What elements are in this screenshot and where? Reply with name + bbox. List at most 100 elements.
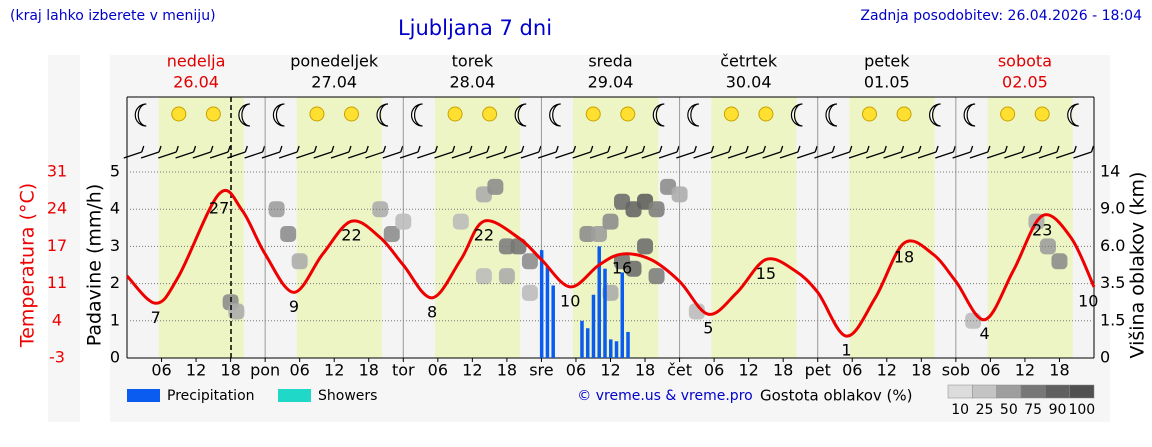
- wind-barb: [848, 151, 868, 159]
- wind-barb-tick: [365, 145, 369, 153]
- wind-barb: [348, 151, 367, 159]
- sun-icon: [343, 106, 359, 122]
- sun-icon: [447, 106, 463, 122]
- wind-barb-tick: [1090, 145, 1095, 153]
- x-tick-label: 18: [635, 361, 655, 380]
- precipitation-bar: [585, 328, 590, 358]
- wind-barb: [175, 151, 194, 159]
- wind-barb: [969, 151, 989, 159]
- cloud-cell: [228, 303, 245, 320]
- cloud-legend-label: 90: [1049, 402, 1067, 418]
- cloud-cell: [637, 238, 654, 255]
- wind-barb: [1056, 151, 1075, 159]
- cloud-cell: [648, 201, 665, 218]
- day-date: 29.04: [588, 73, 634, 92]
- wind-barb-tick: [486, 145, 490, 153]
- wind-barb: [503, 151, 522, 159]
- x-tick-label: 06: [428, 361, 448, 380]
- wind-barb: [1073, 151, 1092, 159]
- x-tick-label: 12: [324, 361, 344, 380]
- wind-barb-tick: [987, 145, 991, 153]
- cloud-tick-label: 3.5: [1100, 273, 1125, 292]
- temperature-line: [125, 188, 1096, 338]
- x-tick-label: 12: [738, 361, 758, 380]
- wind-barb: [1004, 151, 1023, 159]
- cloud-cell: [590, 226, 607, 242]
- temperature-label: 22: [474, 226, 494, 245]
- cloud-legend-label: 50: [1000, 402, 1018, 418]
- sun-icon: [585, 106, 601, 122]
- wind-barb: [261, 151, 281, 159]
- precipitation-bar: [551, 285, 555, 358]
- cloud-cell: [268, 201, 285, 218]
- cloud-cell: [280, 226, 297, 242]
- sun-icon: [896, 106, 912, 122]
- day-date: 28.04: [449, 73, 495, 92]
- wind-barb: [917, 151, 937, 159]
- temperature-tick-label: 17: [47, 236, 67, 255]
- wind-barb-tick: [762, 145, 767, 153]
- wind-barb: [745, 151, 764, 159]
- cloud-cell: [648, 268, 665, 285]
- day-date: 27.04: [311, 73, 357, 92]
- day-name: sobota: [998, 52, 1052, 71]
- temperature-label: 5: [703, 319, 713, 338]
- moon-icon: [1067, 103, 1079, 127]
- x-tick-label: 06: [842, 361, 862, 380]
- wind-barb-tick: [503, 145, 507, 153]
- day-date: 02.05: [1002, 73, 1048, 92]
- wind-barb-tick: [693, 145, 697, 153]
- wind-barb: [762, 151, 781, 159]
- x-tick-label: tor: [392, 361, 415, 380]
- wind-barb: [572, 151, 591, 159]
- wind-barb-tick: [555, 145, 559, 153]
- temperature-label: 9: [289, 297, 299, 316]
- day-name: petek: [864, 52, 910, 71]
- wind-barb-tick: [831, 145, 836, 153]
- moon-icon: [790, 103, 803, 127]
- x-tick-label: sob: [942, 361, 970, 380]
- legend-label: Precipitation: [167, 388, 255, 404]
- wind-barb: [209, 151, 229, 159]
- cloud-legend-title: Gostota oblakov (%): [760, 387, 913, 405]
- wind-barb-tick: [434, 145, 438, 153]
- wind-barb-tick: [797, 145, 801, 153]
- wind-barb: [935, 151, 954, 159]
- daylight-band: [849, 97, 935, 358]
- wind-barb: [417, 151, 436, 159]
- wind-barb: [883, 151, 902, 159]
- temperature-tick-label: 11: [47, 273, 67, 292]
- wind-barb: [693, 151, 712, 159]
- temperature-label: 8: [427, 302, 437, 321]
- cloud-cell: [487, 178, 504, 195]
- wind-barb: [330, 151, 350, 159]
- wind-barb: [192, 151, 212, 159]
- y-tick-label: 0: [110, 348, 120, 367]
- wind-barb-tick: [331, 145, 335, 153]
- wind-barb: [831, 151, 850, 159]
- wind-barb: [676, 151, 695, 159]
- temperature-tick-label: 4: [52, 310, 62, 329]
- wind-barb: [140, 151, 160, 159]
- day-name: torek: [452, 52, 494, 71]
- cloud-cell: [671, 186, 688, 203]
- wind-barb-tick: [1073, 145, 1077, 153]
- temperature-tick-label: -3: [49, 348, 65, 367]
- sun-icon: [1000, 106, 1016, 122]
- cloud-tick-label: 14: [1100, 162, 1120, 181]
- x-tick-label: 06: [704, 361, 724, 380]
- wind-barb: [727, 151, 747, 159]
- cloud-cell: [383, 226, 400, 242]
- wind-barb-tick: [710, 145, 715, 153]
- wind-barb-tick: [624, 145, 628, 153]
- cloud-cell: [1039, 238, 1056, 255]
- wind-barb: [520, 151, 540, 159]
- cloud-legend-label: 10: [951, 402, 969, 418]
- x-tick-label: 06: [151, 361, 171, 380]
- temperature-label: 27: [209, 198, 229, 217]
- cloud-legend-box: [996, 384, 1022, 399]
- wind-barb: [658, 151, 678, 159]
- wind-barb: [900, 151, 920, 159]
- day-name: nedelja: [167, 52, 226, 71]
- x-tick-label: 06: [289, 361, 309, 380]
